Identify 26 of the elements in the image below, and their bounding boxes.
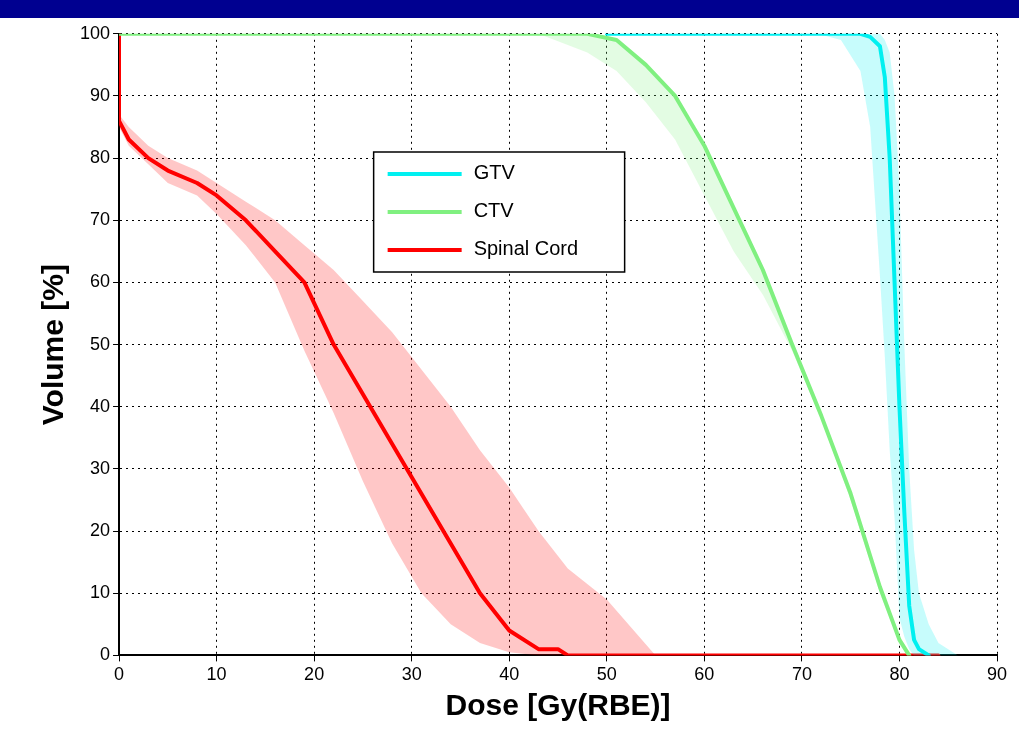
x-tick-label: 30 — [401, 664, 422, 685]
legend-label: Spinal Cord — [473, 237, 579, 260]
x-tick-label: 60 — [694, 664, 715, 685]
y-tick-label: 40 — [90, 395, 111, 416]
x-tick-label: 0 — [114, 664, 125, 685]
x-tick-label: 50 — [596, 664, 617, 685]
y-tick-label: 90 — [90, 84, 111, 105]
y-tick-label: 50 — [90, 333, 111, 354]
x-tick-label: 40 — [499, 664, 520, 685]
y-tick-label: 60 — [90, 271, 111, 292]
x-axis-title: Dose [Gy(RBE)] — [445, 688, 671, 722]
y-tick-label: 0 — [100, 644, 111, 665]
legend-label: CTV — [473, 199, 515, 222]
legend-label: GTV — [473, 161, 516, 184]
y-tick-label: 80 — [90, 147, 111, 168]
x-tick-label: 10 — [206, 664, 227, 685]
y-tick-label: 10 — [90, 582, 111, 603]
x-tick-label: 90 — [986, 664, 1008, 685]
y-tick-label: 30 — [90, 457, 111, 478]
y-axis-title: Volume [%] — [36, 264, 70, 426]
x-tick-label: 70 — [791, 664, 812, 685]
x-tick-label: 20 — [304, 664, 325, 685]
y-tick-label: 20 — [90, 520, 111, 541]
x-tick-label: 80 — [889, 664, 910, 685]
y-tick-label: 100 — [79, 22, 111, 43]
y-tick-label: 70 — [90, 209, 111, 230]
